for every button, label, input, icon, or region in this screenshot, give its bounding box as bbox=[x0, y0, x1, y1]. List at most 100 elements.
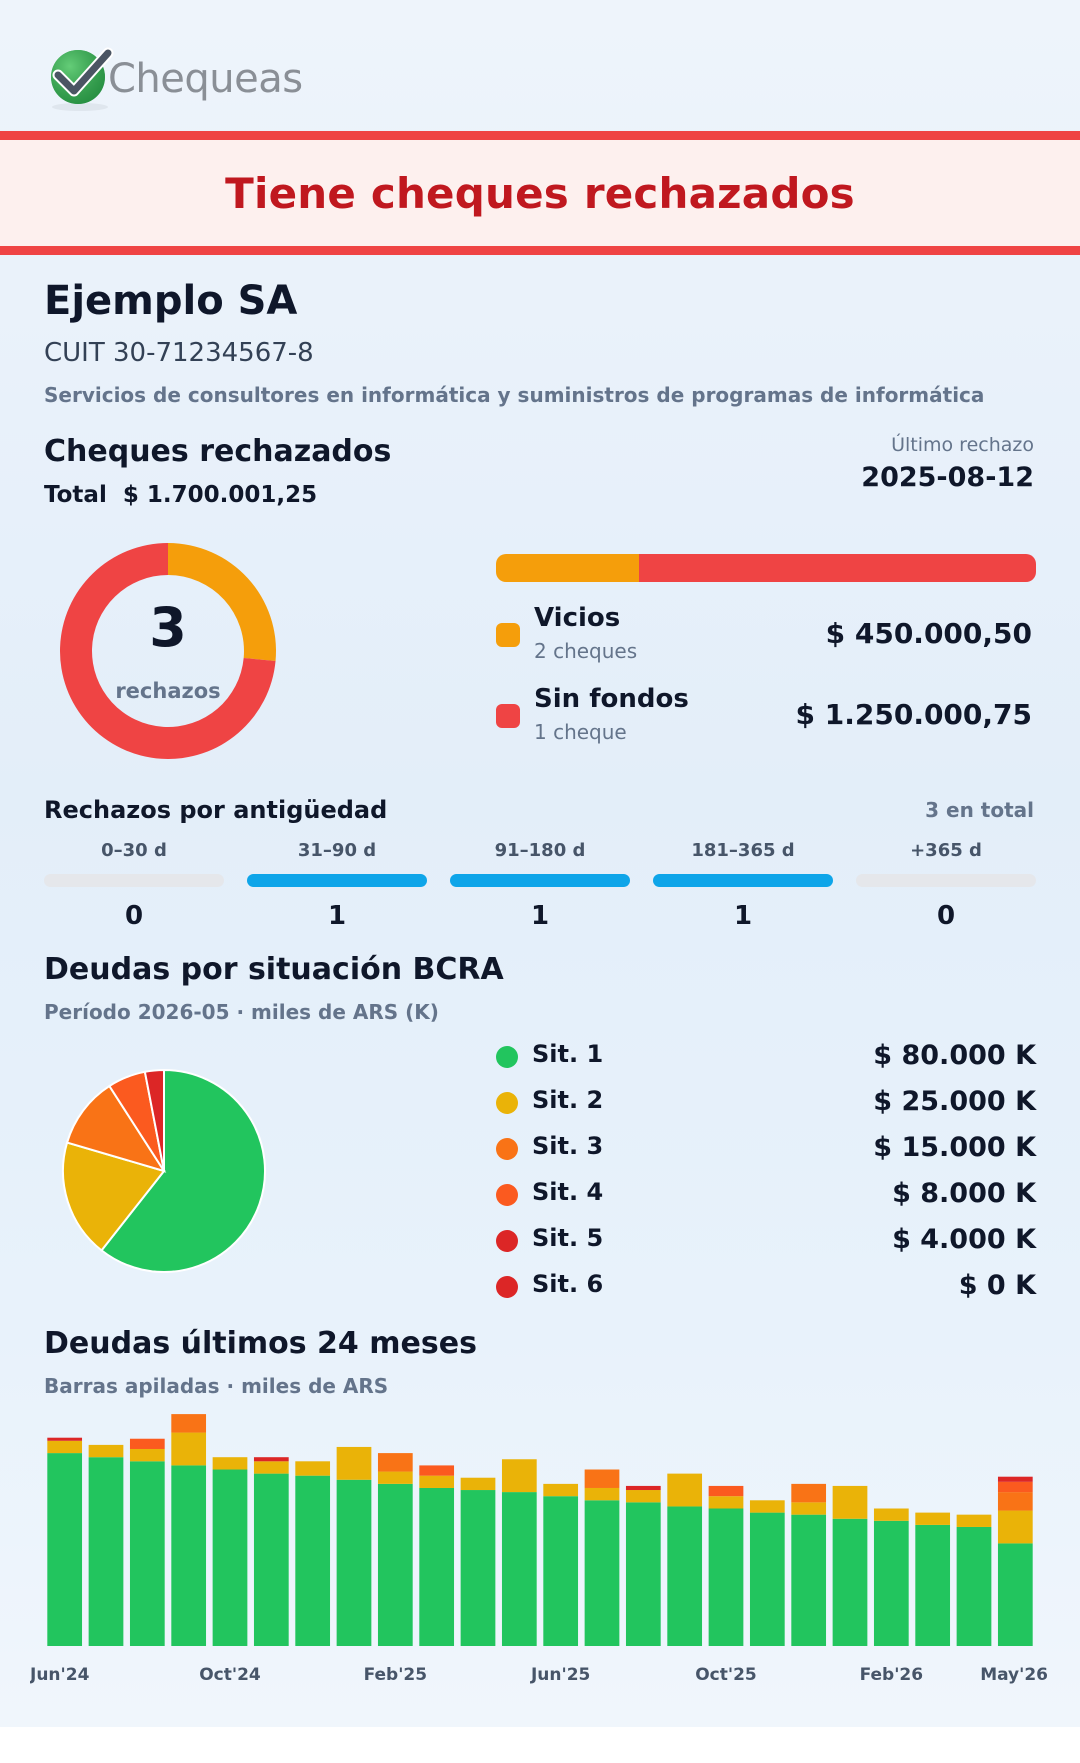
history-subtitle: Barras apiladas · miles de ARS bbox=[44, 1374, 389, 1398]
history-bar-Nov'24-Sit. 2 bbox=[253, 1461, 289, 1474]
history-bar-Oct'24-Sit. 2 bbox=[212, 1457, 248, 1470]
brand-name: Chequeas bbox=[108, 56, 303, 102]
history-bar-Feb'26-Sit. 2 bbox=[873, 1508, 909, 1521]
brand-logo: Chequeas bbox=[46, 44, 303, 114]
situation-name: Sit. 6 bbox=[532, 1270, 604, 1298]
history-bar-Feb'25-Sit. 1 bbox=[377, 1483, 413, 1646]
history-bar-Jun'24-Sit. 5 bbox=[47, 1437, 83, 1441]
history-bar-Mar'26-Sit. 2 bbox=[915, 1512, 951, 1525]
cheques-total-amount: $ 1.700.001,25 bbox=[122, 482, 318, 508]
situation-color-dot bbox=[496, 1276, 518, 1298]
aging-bucket-value: 1 bbox=[530, 901, 550, 931]
history-bar-Jul'25-Sit. 3 bbox=[584, 1469, 620, 1488]
cheques-total: Total $ 1.700.001,25 bbox=[44, 482, 317, 508]
history-bar-Sep'25-Sit. 1 bbox=[667, 1506, 703, 1646]
aging-bucket-bar bbox=[450, 874, 630, 887]
history-bar-Nov'25-Sit. 1 bbox=[749, 1512, 785, 1646]
history-bar-Apr'25-Sit. 2 bbox=[460, 1477, 496, 1491]
history-bar-Nov'24-Sit. 5 bbox=[253, 1457, 289, 1462]
category-sin-fondos: Sin fondos 1 cheque $ 1.250.000,75 bbox=[496, 684, 1036, 748]
history-bar-Aug'25-Sit. 2 bbox=[625, 1490, 661, 1503]
history-bar-Jul'24-Sit. 2 bbox=[88, 1444, 124, 1458]
history-bar-Oct'25-Sit. 1 bbox=[708, 1508, 744, 1646]
history-tick-label: Feb'25 bbox=[364, 1665, 427, 1685]
situation-name: Sit. 4 bbox=[532, 1178, 604, 1206]
history-bar-Nov'25-Sit. 2 bbox=[749, 1500, 785, 1513]
situation-amount: $ 15.000 K bbox=[873, 1132, 1036, 1163]
situation-row: Sit. 4 $ 8.000 K bbox=[496, 1178, 1036, 1214]
history-bar-May'25-Sit. 1 bbox=[501, 1492, 537, 1646]
history-bar-Oct'25-Sit. 2 bbox=[708, 1496, 744, 1509]
aging-bucket-label: +365 d bbox=[910, 840, 982, 861]
history-bar-Jun'25-Sit. 1 bbox=[543, 1496, 579, 1646]
category-amount: $ 1.250.000,75 bbox=[795, 698, 1032, 731]
aging-total: 3 en total bbox=[925, 798, 1034, 822]
history-bar-Mar'25-Sit. 4 bbox=[419, 1465, 455, 1476]
footer-strip bbox=[0, 1727, 1080, 1763]
last-rejection-date: 2025-08-12 bbox=[861, 462, 1034, 493]
amount-bar-segment-0 bbox=[496, 554, 639, 582]
history-bar-Jan'25-Sit. 1 bbox=[336, 1479, 372, 1646]
category-vicios: Vicios 2 cheques $ 450.000,50 bbox=[496, 603, 1036, 667]
cheques-amount-bar bbox=[496, 554, 1036, 582]
history-bar-Jun'24-Sit. 2 bbox=[47, 1440, 83, 1454]
history-bar-Sep'24-Sit. 3 bbox=[171, 1414, 207, 1433]
history-bar-Sep'24-Sit. 1 bbox=[171, 1465, 207, 1646]
history-tick-label: Jun'24 bbox=[30, 1665, 90, 1685]
history-tick-label: Feb'26 bbox=[860, 1665, 923, 1685]
history-bar-Apr'26-Sit. 1 bbox=[956, 1526, 992, 1646]
aging-bucket-value: 0 bbox=[936, 901, 956, 931]
history-bar-Mar'25-Sit. 2 bbox=[419, 1475, 455, 1488]
category-count: 2 cheques bbox=[534, 639, 638, 663]
debts-subtitle: Período 2026-05 · miles de ARS (K) bbox=[44, 1000, 439, 1024]
rejections-count-label: rechazos bbox=[115, 679, 221, 703]
category-name: Vicios bbox=[534, 603, 621, 633]
pie-slice-1 bbox=[62, 1141, 166, 1252]
situation-name: Sit. 1 bbox=[532, 1040, 604, 1068]
history-bar-Apr'25-Sit. 1 bbox=[460, 1490, 496, 1646]
history-bar-May'25-Sit. 2 bbox=[501, 1459, 537, 1493]
history-bar-Aug'24-Sit. 2 bbox=[129, 1448, 165, 1462]
situation-color-dot bbox=[496, 1092, 518, 1114]
history-tick-label: Jun'25 bbox=[530, 1665, 590, 1685]
aging-bucket-value: 1 bbox=[327, 901, 347, 931]
aging-bucket-bar bbox=[653, 874, 833, 887]
rejections-donut bbox=[60, 543, 276, 759]
situation-row: Sit. 2 $ 25.000 K bbox=[496, 1086, 1036, 1122]
history-bar-Sep'25-Sit. 2 bbox=[667, 1473, 703, 1507]
aging-bucket-bar bbox=[856, 874, 1036, 887]
pie-slice-4 bbox=[143, 1069, 165, 1172]
aging-bucket-label: 31–90 d bbox=[297, 840, 377, 861]
history-title: Deudas últimos 24 meses bbox=[44, 1326, 477, 1361]
category-name: Sin fondos bbox=[534, 684, 689, 714]
aging-bucket: 0–30 d 0 bbox=[44, 840, 224, 931]
history-bar-Aug'25-Sit. 5 bbox=[625, 1485, 661, 1491]
company-name: Ejemplo SA bbox=[44, 278, 298, 324]
history-bar-Jul'25-Sit. 1 bbox=[584, 1500, 620, 1646]
company-cuit: CUIT 30-71234567-8 bbox=[44, 338, 314, 368]
history-bar-Aug'24-Sit. 4 bbox=[129, 1438, 165, 1449]
history-bar-Dec'24-Sit. 1 bbox=[295, 1475, 331, 1646]
debts-pie bbox=[62, 1069, 266, 1273]
amount-bar-segment-1 bbox=[638, 554, 1036, 582]
company-activity: Servicios de consultores en informática … bbox=[44, 383, 985, 407]
aging-bucket-label: 0–30 d bbox=[101, 840, 167, 861]
aging-bucket-value: 0 bbox=[124, 901, 144, 931]
alert-banner: Tiene cheques rechazados bbox=[0, 131, 1080, 255]
aging-title: Rechazos por antigüedad bbox=[44, 796, 388, 824]
aging-bucket: +365 d 0 bbox=[856, 840, 1036, 931]
donut-segment-1 bbox=[60, 543, 276, 759]
history-bar-Sep'24-Sit. 2 bbox=[171, 1432, 207, 1466]
history-tick-label: May'26 bbox=[980, 1665, 1048, 1685]
history-bar-Nov'24-Sit. 1 bbox=[253, 1473, 289, 1646]
history-bar-Aug'25-Sit. 1 bbox=[625, 1502, 661, 1646]
history-bar-Feb'26-Sit. 1 bbox=[873, 1520, 909, 1646]
pie-slice-2 bbox=[65, 1084, 167, 1173]
history-bar-Dec'24-Sit. 2 bbox=[295, 1461, 331, 1476]
aging-bucket-label: 181–365 d bbox=[691, 840, 795, 861]
history-bar-May'26-Sit. 2 bbox=[997, 1510, 1033, 1544]
history-bar-Mar'26-Sit. 1 bbox=[915, 1524, 951, 1646]
aging-bucket: 91–180 d 1 bbox=[450, 840, 630, 931]
history-bar-Jan'26-Sit. 1 bbox=[832, 1518, 868, 1646]
situation-amount: $ 25.000 K bbox=[873, 1086, 1036, 1117]
